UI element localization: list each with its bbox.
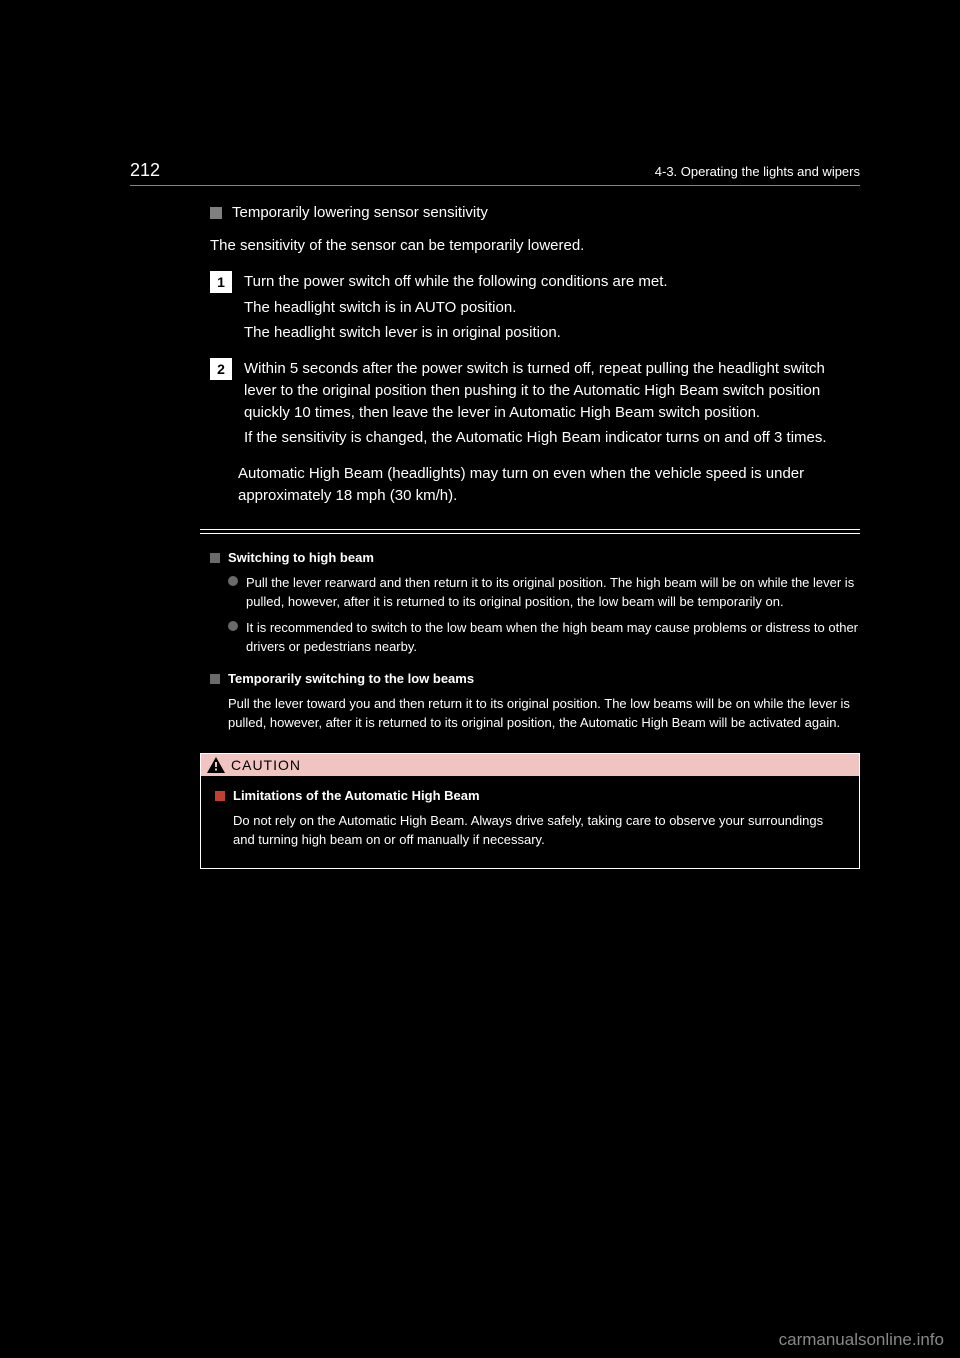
caution-heading-row: Limitations of the Automatic High Beam: [215, 788, 845, 803]
note-heading-row-2: Temporarily switching to the low beams: [210, 671, 860, 686]
note-section-2: Temporarily switching to the low beams P…: [210, 671, 860, 733]
divider-double: [200, 529, 860, 534]
warning-triangle-icon: [207, 757, 225, 773]
note-body-2: Pull the lever toward you and then retur…: [228, 694, 860, 733]
note-section-1: Switching to high beam Pull the lever re…: [210, 550, 860, 657]
step-1-row: 1 Turn the power switch off while the fo…: [210, 271, 860, 344]
intro-paragraph: The sensitivity of the sensor can be tem…: [210, 235, 860, 257]
step-1-badge: 1: [210, 271, 232, 293]
note-heading-1: Switching to high beam: [228, 550, 374, 565]
square-bullet-small-icon: [210, 553, 220, 563]
chapter-label: 4-3. Operating the lights and wipers: [655, 164, 860, 179]
section-heading-row: Temporarily lowering sensor sensitivity: [210, 204, 860, 221]
step-2-badge: 2: [210, 358, 232, 380]
step-2-tail2: Automatic High Beam (headlights) may tur…: [238, 463, 860, 507]
note-heading-2: Temporarily switching to the low beams: [228, 671, 474, 686]
caution-body: Limitations of the Automatic High Beam D…: [201, 776, 859, 868]
square-bullet-red-icon: [215, 791, 225, 801]
step-2-text: Within 5 seconds after the power switch …: [244, 358, 860, 423]
round-bullet-icon: [228, 576, 238, 586]
section-heading: Temporarily lowering sensor sensitivity: [232, 204, 488, 221]
step-1-text: Turn the power switch off while the foll…: [244, 271, 668, 293]
caution-heading: Limitations of the Automatic High Beam: [233, 788, 480, 803]
step-1-bullet-2: The headlight switch lever is in origina…: [244, 322, 668, 344]
note-item-2: It is recommended to switch to the low b…: [246, 618, 860, 657]
step-1-bullet-1: The headlight switch is in AUTO position…: [244, 297, 668, 319]
square-bullet-icon: [210, 207, 222, 219]
caution-label: CAUTION: [231, 757, 301, 773]
round-bullet-icon: [228, 621, 238, 631]
step-2-tail: If the sensitivity is changed, the Autom…: [244, 427, 860, 449]
caution-header: CAUTION: [201, 754, 859, 776]
square-bullet-small-icon: [210, 674, 220, 684]
page-header: 212 4-3. Operating the lights and wipers: [130, 160, 860, 186]
step-2-row: 2 Within 5 seconds after the power switc…: [210, 358, 860, 449]
note-item-1: Pull the lever rearward and then return …: [246, 573, 860, 612]
caution-text: Do not rely on the Automatic High Beam. …: [233, 811, 845, 850]
page-container: 212 4-3. Operating the lights and wipers…: [130, 160, 860, 869]
note-item-row-1: Pull the lever rearward and then return …: [228, 573, 860, 612]
caution-box: CAUTION Limitations of the Automatic Hig…: [200, 753, 860, 869]
watermark: carmanualsonline.info: [779, 1330, 944, 1350]
note-item-row-2: It is recommended to switch to the low b…: [228, 618, 860, 657]
page-number: 212: [130, 160, 160, 181]
note-heading-row-1: Switching to high beam: [210, 550, 860, 565]
